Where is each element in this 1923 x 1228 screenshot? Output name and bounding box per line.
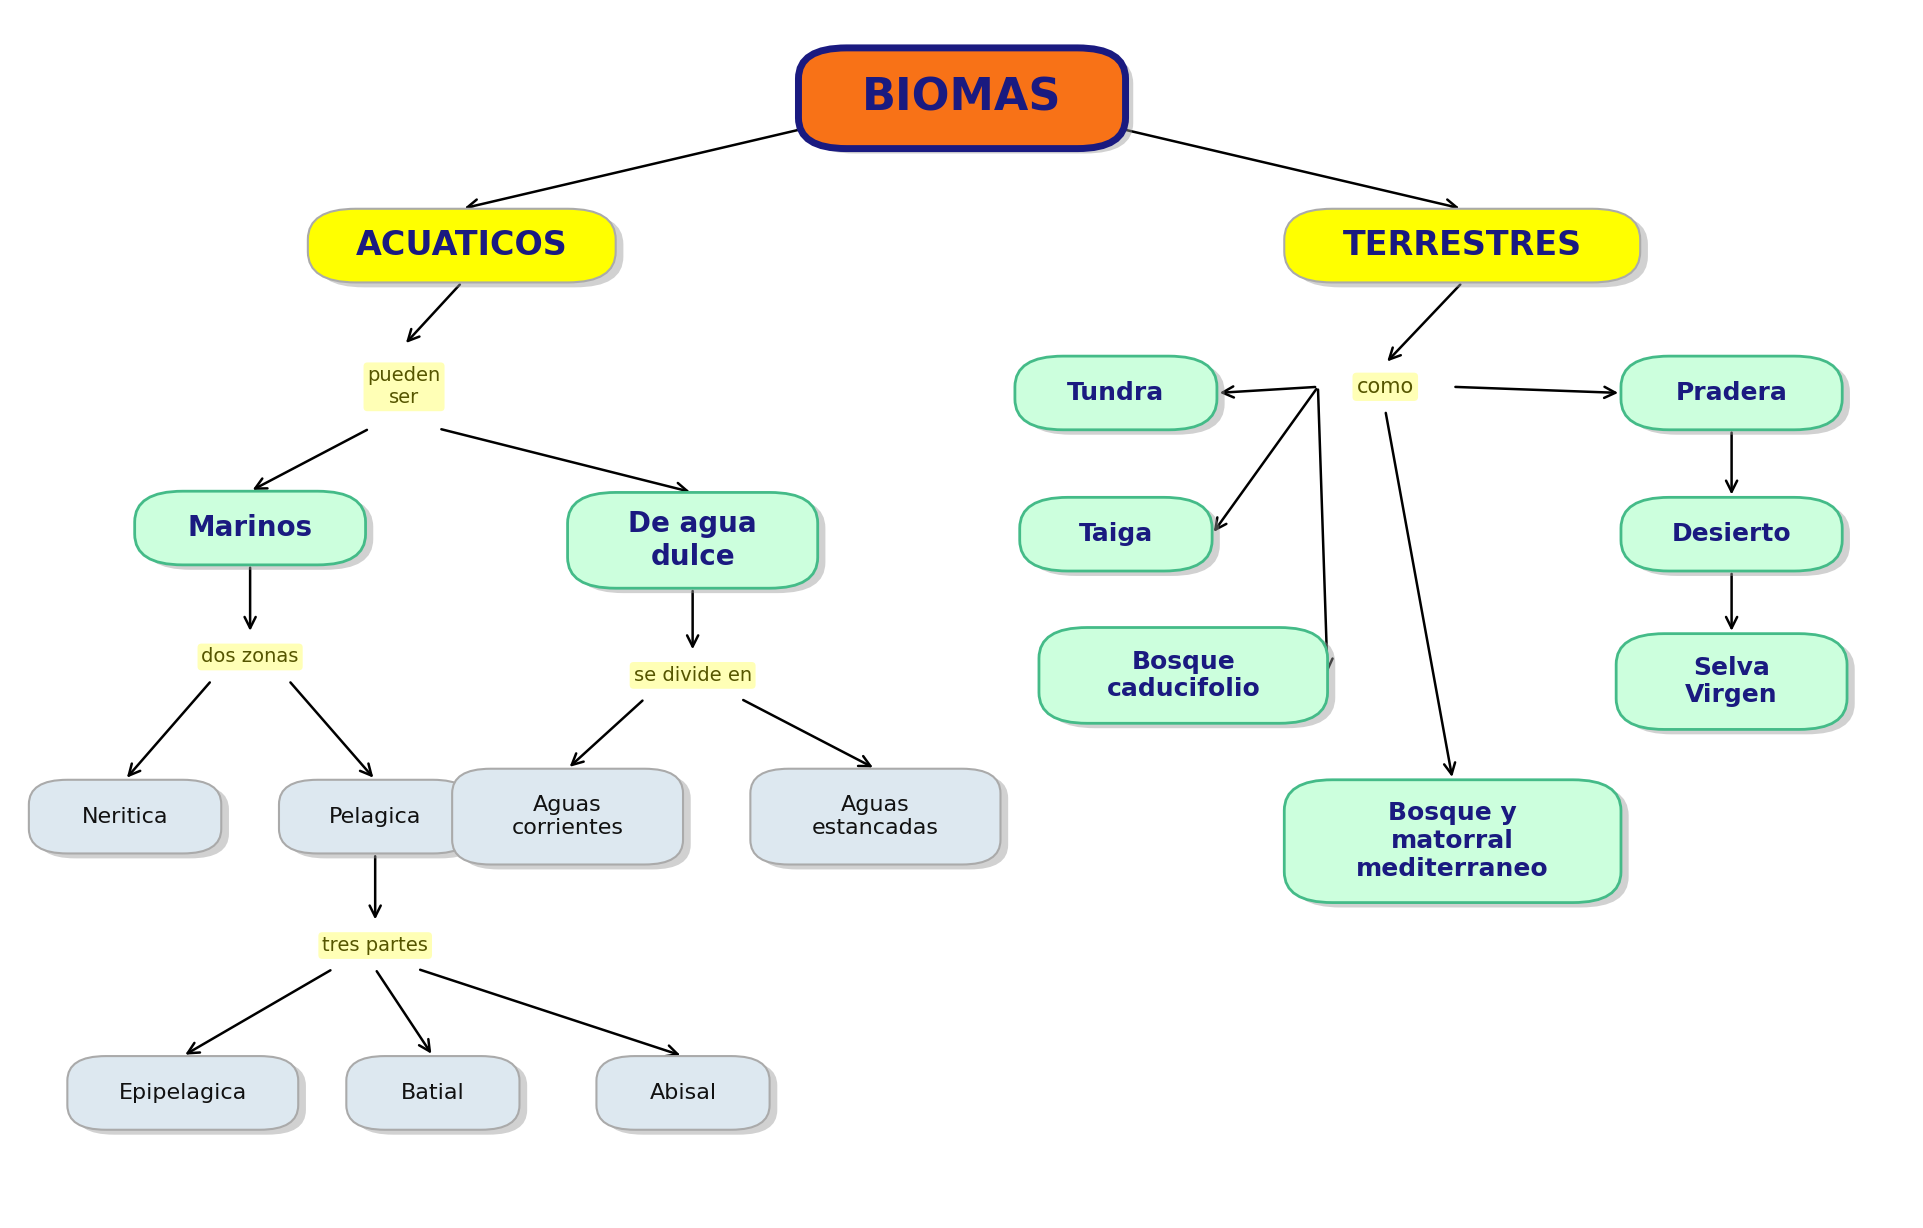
- FancyBboxPatch shape: [1292, 214, 1646, 287]
- FancyBboxPatch shape: [1619, 356, 1840, 430]
- FancyBboxPatch shape: [452, 769, 683, 865]
- FancyBboxPatch shape: [75, 1061, 306, 1135]
- FancyBboxPatch shape: [1292, 785, 1627, 907]
- FancyBboxPatch shape: [1019, 497, 1211, 571]
- FancyBboxPatch shape: [1038, 628, 1327, 723]
- FancyBboxPatch shape: [315, 214, 623, 287]
- Text: pueden
ser: pueden ser: [367, 366, 440, 408]
- FancyBboxPatch shape: [287, 785, 479, 858]
- Text: Neritica: Neritica: [83, 807, 167, 826]
- FancyBboxPatch shape: [37, 785, 229, 858]
- Text: Marinos: Marinos: [187, 515, 313, 542]
- Text: ACUATICOS: ACUATICOS: [356, 230, 567, 262]
- FancyBboxPatch shape: [1027, 502, 1219, 576]
- FancyBboxPatch shape: [1015, 356, 1215, 430]
- FancyBboxPatch shape: [1623, 639, 1854, 734]
- FancyBboxPatch shape: [308, 209, 615, 282]
- Text: Bosque y
matorral
mediterraneo: Bosque y matorral mediterraneo: [1356, 802, 1548, 880]
- FancyBboxPatch shape: [1023, 361, 1223, 435]
- FancyBboxPatch shape: [1627, 361, 1850, 435]
- FancyBboxPatch shape: [346, 1056, 519, 1130]
- Text: Bosque
caducifolio: Bosque caducifolio: [1106, 650, 1260, 701]
- FancyBboxPatch shape: [596, 1056, 769, 1130]
- Text: BIOMAS: BIOMAS: [862, 76, 1061, 120]
- FancyBboxPatch shape: [758, 774, 1008, 869]
- FancyBboxPatch shape: [575, 497, 825, 593]
- Text: Pradera: Pradera: [1675, 381, 1786, 405]
- Text: Abisal: Abisal: [650, 1083, 715, 1103]
- Text: Epipelagica: Epipelagica: [119, 1083, 246, 1103]
- FancyBboxPatch shape: [354, 1061, 527, 1135]
- Text: Desierto: Desierto: [1671, 522, 1790, 546]
- Text: Batial: Batial: [400, 1083, 465, 1103]
- Text: Pelagica: Pelagica: [329, 807, 421, 826]
- FancyBboxPatch shape: [798, 48, 1125, 149]
- Text: TERRESTRES: TERRESTRES: [1342, 230, 1581, 262]
- FancyBboxPatch shape: [1615, 634, 1846, 729]
- Text: tres partes: tres partes: [321, 936, 429, 955]
- FancyBboxPatch shape: [279, 780, 471, 853]
- Text: Selva
Virgen: Selva Virgen: [1685, 656, 1777, 707]
- Text: De agua
dulce: De agua dulce: [629, 510, 756, 571]
- FancyBboxPatch shape: [806, 53, 1133, 154]
- FancyBboxPatch shape: [1627, 502, 1850, 576]
- FancyBboxPatch shape: [1619, 497, 1840, 571]
- Text: Taiga: Taiga: [1079, 522, 1152, 546]
- Text: Aguas
estancadas: Aguas estancadas: [812, 795, 938, 839]
- FancyBboxPatch shape: [29, 780, 221, 853]
- Text: Tundra: Tundra: [1067, 381, 1163, 405]
- FancyBboxPatch shape: [135, 491, 365, 565]
- FancyBboxPatch shape: [604, 1061, 777, 1135]
- Text: dos zonas: dos zonas: [202, 647, 298, 667]
- FancyBboxPatch shape: [567, 492, 817, 588]
- FancyBboxPatch shape: [750, 769, 1000, 865]
- FancyBboxPatch shape: [67, 1056, 298, 1130]
- FancyBboxPatch shape: [1046, 632, 1335, 728]
- FancyBboxPatch shape: [142, 496, 373, 570]
- Text: Aguas
corrientes: Aguas corrientes: [512, 795, 623, 839]
- Text: como: como: [1356, 377, 1413, 397]
- FancyBboxPatch shape: [1283, 209, 1638, 282]
- FancyBboxPatch shape: [460, 774, 690, 869]
- FancyBboxPatch shape: [1283, 780, 1619, 903]
- Text: se divide en: se divide en: [633, 666, 752, 685]
